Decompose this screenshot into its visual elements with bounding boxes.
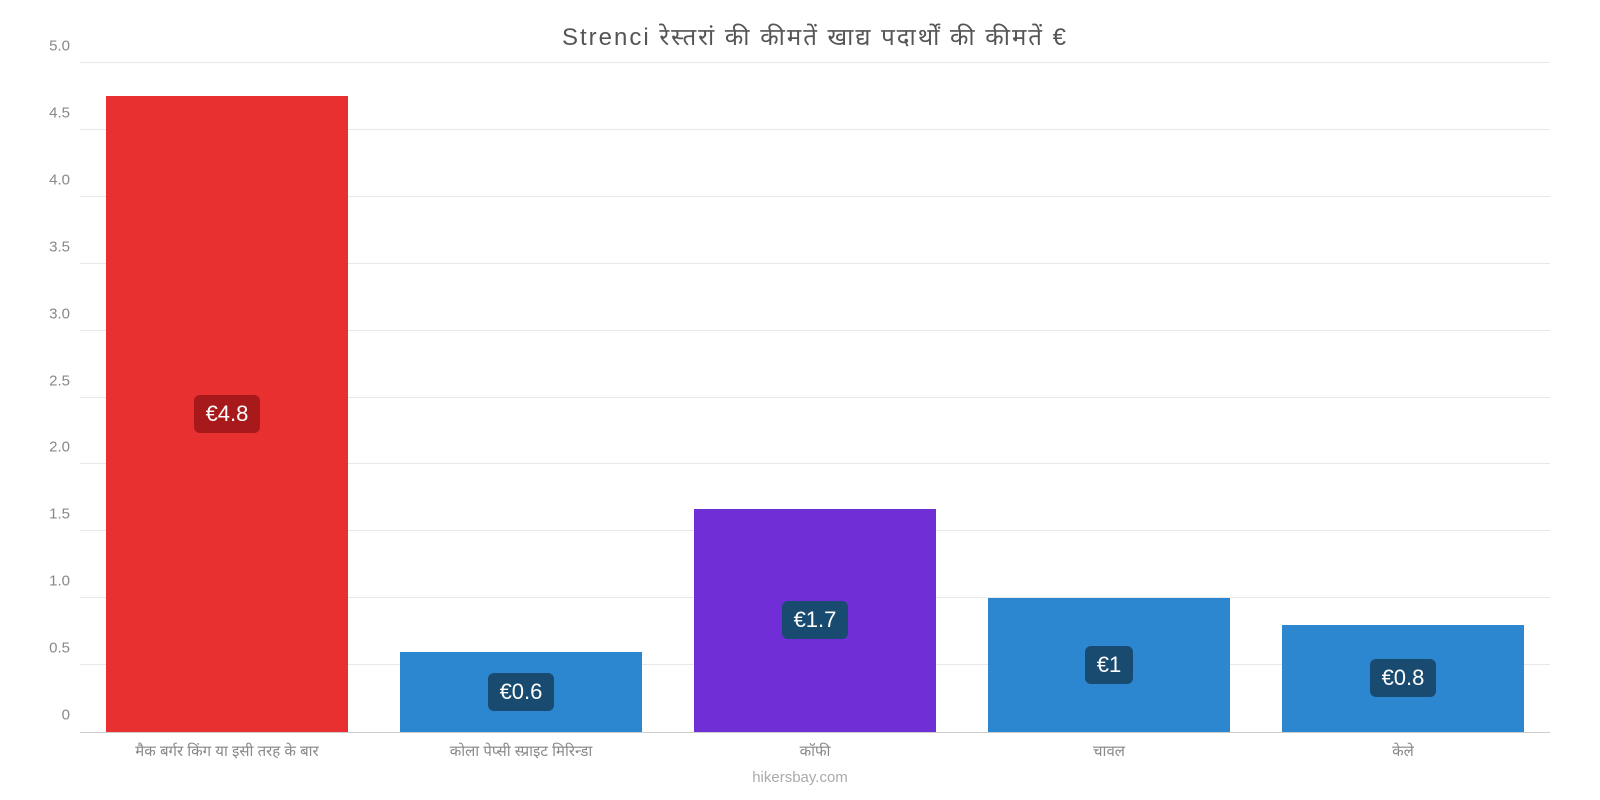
bar: €1.7 <box>694 509 935 732</box>
y-tick-label: 2.5 <box>49 372 80 389</box>
value-badge: €0.6 <box>488 673 555 711</box>
y-tick-label: 1.5 <box>49 506 80 523</box>
y-tick-label: 0 <box>62 707 80 724</box>
value-badge: €0.8 <box>1370 659 1437 697</box>
x-axis-labels: मैक बर्गर किंग या इसी तरह के बारकोला पेप… <box>80 741 1550 761</box>
y-tick-label: 3.0 <box>49 305 80 322</box>
bar-chart: Strenci रेस्तरां की कीमतें खाद्य पदार्थो… <box>0 0 1600 800</box>
y-tick-label: 5.0 <box>49 38 80 55</box>
x-tick-label: कोला पेप्सी स्प्राइट मिरिन्डा <box>374 741 668 761</box>
y-tick-label: 0.5 <box>49 640 80 657</box>
bars-group: €4.8 €0.6 €1.7 €1 €0.8 <box>80 63 1550 732</box>
value-badge: €1.7 <box>782 601 849 639</box>
bar-slot: €0.6 <box>374 63 668 732</box>
value-badge: €1 <box>1085 646 1133 684</box>
x-tick-label: केले <box>1256 741 1550 761</box>
plot-area: 00.51.01.52.02.53.03.54.04.55.0€4.8€0.6€… <box>80 63 1550 733</box>
bar-slot: €4.8 <box>80 63 374 732</box>
y-tick-label: 4.5 <box>49 104 80 121</box>
value-badge: €4.8 <box>194 395 261 433</box>
bar: €0.8 <box>1282 625 1523 732</box>
bar-slot: €0.8 <box>1256 63 1550 732</box>
bar: €0.6 <box>400 652 641 732</box>
y-tick-label: 3.5 <box>49 238 80 255</box>
y-tick-label: 1.0 <box>49 573 80 590</box>
x-tick-label: कॉफी <box>668 741 962 761</box>
chart-title: Strenci रेस्तरां की कीमतें खाद्य पदार्थो… <box>80 20 1550 53</box>
y-tick-label: 2.0 <box>49 439 80 456</box>
x-tick-label: मैक बर्गर किंग या इसी तरह के बार <box>80 741 374 761</box>
y-tick-label: 4.0 <box>49 171 80 188</box>
bar: €1 <box>988 598 1229 732</box>
bar: €4.8 <box>106 96 347 732</box>
attribution: hikersbay.com <box>0 769 1600 786</box>
bar-slot: €1.7 <box>668 63 962 732</box>
x-tick-label: चावल <box>962 741 1256 761</box>
bar-slot: €1 <box>962 63 1256 732</box>
